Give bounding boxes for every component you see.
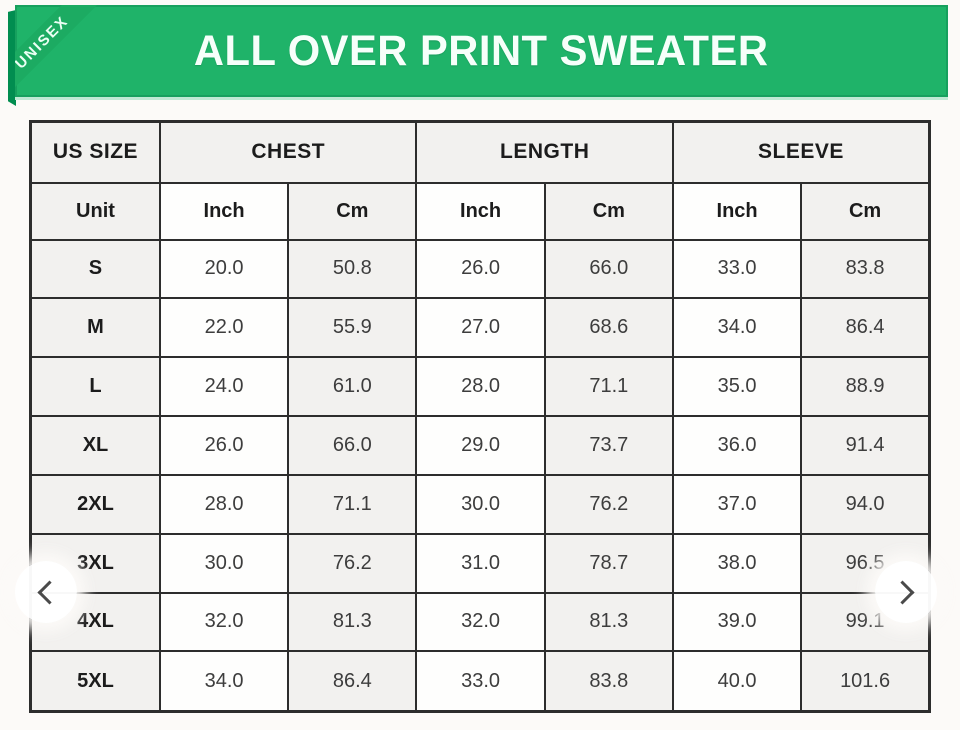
column-header-chest: CHEST [158, 120, 418, 184]
size-cell: 2XL [29, 473, 161, 535]
value-cell: 83.8 [800, 238, 931, 300]
table-group-header-row: US SIZE CHEST LENGTH SLEEVE [29, 120, 931, 184]
value-cell: 26.0 [158, 415, 290, 476]
value-cell: 22.0 [158, 297, 290, 359]
size-cell: S [29, 238, 161, 300]
table-row: S 20.0 50.8 26.0 66.0 33.0 83.8 [29, 238, 931, 300]
size-cell: XL [29, 415, 161, 476]
carousel-prev-button[interactable] [15, 561, 77, 623]
value-cell: 35.0 [671, 356, 803, 418]
banner-corner: UNISEX [15, 5, 130, 120]
table-unit-row: Unit Inch Cm Inch Cm Inch Cm [29, 181, 931, 241]
value-cell: 66.0 [287, 415, 418, 476]
sleeve-inch-header: Inch [671, 181, 803, 241]
product-title: ALL OVER PRINT SWEATER [194, 26, 769, 75]
value-cell: 28.0 [415, 356, 546, 418]
value-cell: 86.4 [287, 650, 418, 713]
table-row: M 22.0 55.9 27.0 68.6 34.0 86.4 [29, 297, 931, 359]
column-header-us-size: US SIZE [29, 120, 161, 184]
value-cell: 40.0 [671, 650, 803, 713]
value-cell: 33.0 [415, 650, 546, 713]
value-cell: 30.0 [158, 532, 290, 594]
value-cell: 32.0 [158, 591, 290, 653]
sleeve-cm-header: Cm [800, 181, 931, 241]
value-cell: 55.9 [287, 297, 418, 359]
value-cell: 61.0 [287, 356, 418, 418]
value-cell: 37.0 [671, 473, 803, 535]
chest-cm-header: Cm [287, 181, 418, 241]
unisex-ribbon: UNISEX [15, 5, 97, 98]
value-cell: 50.8 [287, 238, 418, 300]
value-cell: 31.0 [415, 532, 546, 594]
value-cell: 29.0 [415, 415, 546, 476]
value-cell: 20.0 [158, 238, 290, 300]
carousel-next-button[interactable] [875, 561, 937, 623]
size-cell: L [29, 356, 161, 418]
value-cell: 76.2 [287, 532, 418, 594]
value-cell: 33.0 [671, 238, 803, 300]
value-cell: 101.6 [800, 650, 931, 713]
unit-header: Unit [29, 181, 161, 241]
size-table-container: US SIZE CHEST LENGTH SLEEVE Unit Inch Cm… [29, 120, 931, 713]
chevron-right-icon [890, 579, 915, 605]
value-cell: 30.0 [415, 473, 546, 535]
banner-fold-edge [8, 10, 16, 106]
unisex-ribbon-label: UNISEX [15, 12, 72, 73]
value-cell: 68.6 [543, 297, 674, 359]
value-cell: 78.7 [543, 532, 674, 594]
value-cell: 71.1 [543, 356, 674, 418]
table-row: XL 26.0 66.0 29.0 73.7 36.0 91.4 [29, 415, 931, 476]
column-header-sleeve: SLEEVE [671, 120, 931, 184]
value-cell: 38.0 [671, 532, 803, 594]
value-cell: 94.0 [800, 473, 931, 535]
value-cell: 83.8 [543, 650, 674, 713]
size-table: US SIZE CHEST LENGTH SLEEVE Unit Inch Cm… [29, 120, 931, 713]
column-header-length: LENGTH [415, 120, 674, 184]
banner-underline [15, 97, 948, 100]
value-cell: 73.7 [543, 415, 674, 476]
value-cell: 76.2 [543, 473, 674, 535]
value-cell: 36.0 [671, 415, 803, 476]
value-cell: 34.0 [158, 650, 290, 713]
value-cell: 26.0 [415, 238, 546, 300]
value-cell: 86.4 [800, 297, 931, 359]
chevron-left-icon [37, 579, 62, 605]
value-cell: 28.0 [158, 473, 290, 535]
table-row: L 24.0 61.0 28.0 71.1 35.0 88.9 [29, 356, 931, 418]
length-cm-header: Cm [543, 181, 674, 241]
table-row: 2XL 28.0 71.1 30.0 76.2 37.0 94.0 [29, 473, 931, 535]
length-inch-header: Inch [415, 181, 546, 241]
value-cell: 81.3 [543, 591, 674, 653]
value-cell: 91.4 [800, 415, 931, 476]
value-cell: 71.1 [287, 473, 418, 535]
value-cell: 32.0 [415, 591, 546, 653]
value-cell: 39.0 [671, 591, 803, 653]
size-cell: 5XL [29, 650, 161, 713]
value-cell: 81.3 [287, 591, 418, 653]
size-table-body: S 20.0 50.8 26.0 66.0 33.0 83.8 M 22.0 55.9 27.0 68… [29, 238, 931, 713]
product-banner: UNISEX ALL OVER PRINT SWEATER [15, 5, 948, 98]
table-row: 3XL 30.0 76.2 31.0 78.7 38.0 96.5 [29, 532, 931, 594]
value-cell: 27.0 [415, 297, 546, 359]
chest-inch-header: Inch [158, 181, 290, 241]
value-cell: 88.9 [800, 356, 931, 418]
value-cell: 24.0 [158, 356, 290, 418]
value-cell: 34.0 [671, 297, 803, 359]
value-cell: 66.0 [543, 238, 674, 300]
table-row: 5XL 34.0 86.4 33.0 83.8 40.0 101.6 [29, 650, 931, 713]
table-row: 4XL 32.0 81.3 32.0 81.3 39.0 99.1 [29, 591, 931, 653]
size-cell: M [29, 297, 161, 359]
